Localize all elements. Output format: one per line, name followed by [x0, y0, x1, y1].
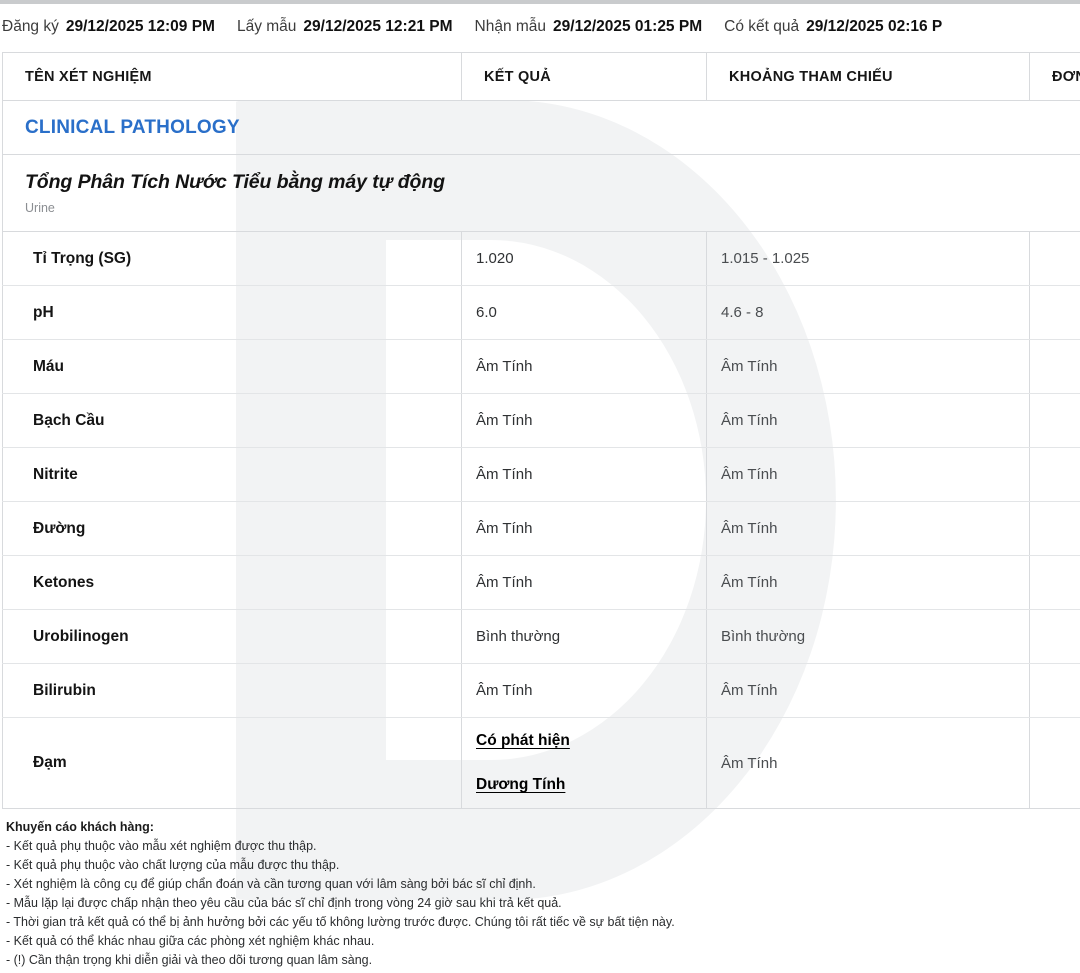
cell-unit: [1029, 717, 1080, 809]
panel-group-specimen: Urine: [25, 201, 55, 215]
cell-unit: [1029, 231, 1080, 286]
cell-test-name: Ketones: [2, 555, 462, 610]
cell-reference: 1.015 - 1.025: [706, 231, 1030, 286]
lab-results-table: TÊN XÉT NGHIỆM KẾT QUẢ KHOẢNG THAM CHIẾU…: [2, 52, 1080, 809]
meta-label-resulted: Có kết quả: [724, 18, 800, 35]
note-line: - Kết quả phụ thuộc vào chất lượng của m…: [6, 858, 340, 872]
cell-test-name: Bạch Cầu: [2, 393, 462, 448]
cell-unit: [1029, 609, 1080, 664]
meta-label-collected: Lấy mẫu: [236, 18, 297, 35]
cell-test-name: Bilirubin: [2, 663, 462, 718]
table-row: Urobilinogen Bình thường Bình thường: [2, 609, 1080, 664]
cell-result-abnormal: Có phát hiện Dương Tính: [461, 717, 707, 809]
table-row-abnormal: Đạm Có phát hiện Dương Tính Âm Tính: [2, 717, 1080, 809]
cell-reference: Âm Tính: [706, 555, 1030, 610]
panel-group-cell: Tổng Phân Tích Nước Tiểu bằng máy tự độn…: [2, 154, 1080, 232]
cell-test-name: pH: [2, 285, 462, 340]
abnormal-result-secondary: Dương Tính: [476, 776, 566, 793]
meta-value-registered: 29/12/2025 12:09 PM: [65, 18, 215, 35]
meta-item-resulted: Có kết quả 29/12/2025 02:16 P: [724, 18, 942, 36]
meta-item-received: Nhận mẫu 29/12/2025 01:25 PM: [475, 18, 703, 36]
panel-group-row: Tổng Phân Tích Nước Tiểu bằng máy tự độn…: [2, 154, 1080, 232]
customer-advisory-notes: Khuyến cáo khách hàng: - Kết quả phụ thu…: [6, 820, 1006, 970]
cell-test-name: Máu: [2, 339, 462, 394]
cell-test-name: Tỉ Trọng (SG): [2, 231, 462, 286]
meta-label-registered: Đăng ký: [2, 18, 59, 35]
cell-unit: [1029, 393, 1080, 448]
table-row: Bạch Cầu Âm Tính Âm Tính: [2, 393, 1080, 448]
section-title: CLINICAL PATHOLOGY: [25, 117, 240, 138]
specimen-timeline-bar: Đăng ký 29/12/2025 12:09 PM Lấy mẫu 29/1…: [0, 14, 1080, 40]
cell-unit: [1029, 555, 1080, 610]
cell-result: Âm Tính: [461, 393, 707, 448]
note-line: - Kết quả có thể khác nhau giữa các phòn…: [6, 934, 375, 948]
cell-reference: Âm Tính: [706, 663, 1030, 718]
cell-reference: Âm Tính: [706, 447, 1030, 502]
table-row: Bilirubin Âm Tính Âm Tính: [2, 663, 1080, 718]
table-row: Đường Âm Tính Âm Tính: [2, 501, 1080, 556]
cell-result: Âm Tính: [461, 663, 707, 718]
section-header-cell: CLINICAL PATHOLOGY: [2, 100, 1080, 155]
column-header-unit: ĐƠN: [1029, 52, 1080, 101]
note-line: - Xét nghiệm là công cụ để giúp chẩn đoá…: [6, 877, 536, 891]
meta-value-received: 29/12/2025 01:25 PM: [553, 18, 703, 35]
column-header-reference: KHOẢNG THAM CHIẾU: [706, 52, 1030, 101]
meta-item-collected: Lấy mẫu 29/12/2025 12:21 PM: [237, 18, 453, 36]
cell-unit: [1029, 501, 1080, 556]
cell-test-name: Đường: [2, 501, 462, 556]
cell-result: Âm Tính: [461, 501, 707, 556]
column-header-result: KẾT QUẢ: [461, 52, 707, 101]
meta-value-collected: 29/12/2025 12:21 PM: [303, 18, 453, 35]
meta-label-received: Nhận mẫu: [474, 18, 547, 35]
section-header-row: CLINICAL PATHOLOGY: [2, 100, 1080, 155]
table-row: pH 6.0 4.6 - 8: [2, 285, 1080, 340]
cell-result: Âm Tính: [461, 555, 707, 610]
table-header-row: TÊN XÉT NGHIỆM KẾT QUẢ KHOẢNG THAM CHIẾU…: [2, 52, 1080, 101]
table-row: Tỉ Trọng (SG) 1.020 1.015 - 1.025: [2, 231, 1080, 286]
cell-reference: Bình thường: [706, 609, 1030, 664]
cell-unit: [1029, 285, 1080, 340]
cell-result: Âm Tính: [461, 339, 707, 394]
table-row: Nitrite Âm Tính Âm Tính: [2, 447, 1080, 502]
note-line: - (!) Cần thận trọng khi diễn giải và th…: [6, 953, 373, 967]
cell-result: 1.020: [461, 231, 707, 286]
cell-result: Âm Tính: [461, 447, 707, 502]
cell-test-name: Đạm: [2, 717, 462, 809]
table-header: TÊN XÉT NGHIỆM KẾT QUẢ KHOẢNG THAM CHIẾU…: [2, 52, 1080, 101]
cell-result: 6.0: [461, 285, 707, 340]
cell-reference: Âm Tính: [706, 393, 1030, 448]
abnormal-result-primary: Có phát hiện: [476, 732, 570, 749]
cell-unit: [1029, 447, 1080, 502]
cell-reference: Âm Tính: [706, 717, 1030, 809]
top-edge-strip: [0, 0, 1080, 4]
cell-result: Bình thường: [461, 609, 707, 664]
cell-unit: [1029, 663, 1080, 718]
note-line: - Mẫu lặp lại được chấp nhận theo yêu cầ…: [6, 896, 562, 910]
table-body: CLINICAL PATHOLOGY Tổng Phân Tích Nước T…: [2, 100, 1080, 809]
note-line: - Kết quả phụ thuộc vào mẫu xét nghiệm đ…: [6, 839, 317, 853]
meta-item-registered: Đăng ký 29/12/2025 12:09 PM: [2, 18, 215, 36]
cell-reference: 4.6 - 8: [706, 285, 1030, 340]
panel-group-title: Tổng Phân Tích Nước Tiểu bằng máy tự độn…: [25, 171, 445, 193]
cell-reference: Âm Tính: [706, 501, 1030, 556]
lab-report-panel: TÊN XÉT NGHIỆM KẾT QUẢ KHOẢNG THAM CHIẾU…: [2, 52, 1080, 809]
note-line: - Thời gian trả kết quả có thể bị ảnh hư…: [6, 915, 675, 929]
cell-reference: Âm Tính: [706, 339, 1030, 394]
meta-value-resulted: 29/12/2025 02:16 P: [806, 18, 943, 35]
notes-title: Khuyến cáo khách hàng:: [6, 820, 154, 834]
cell-test-name: Nitrite: [2, 447, 462, 502]
cell-test-name: Urobilinogen: [2, 609, 462, 664]
column-header-test-name: TÊN XÉT NGHIỆM: [2, 52, 462, 101]
table-row: Máu Âm Tính Âm Tính: [2, 339, 1080, 394]
table-row: Ketones Âm Tính Âm Tính: [2, 555, 1080, 610]
cell-unit: [1029, 339, 1080, 394]
